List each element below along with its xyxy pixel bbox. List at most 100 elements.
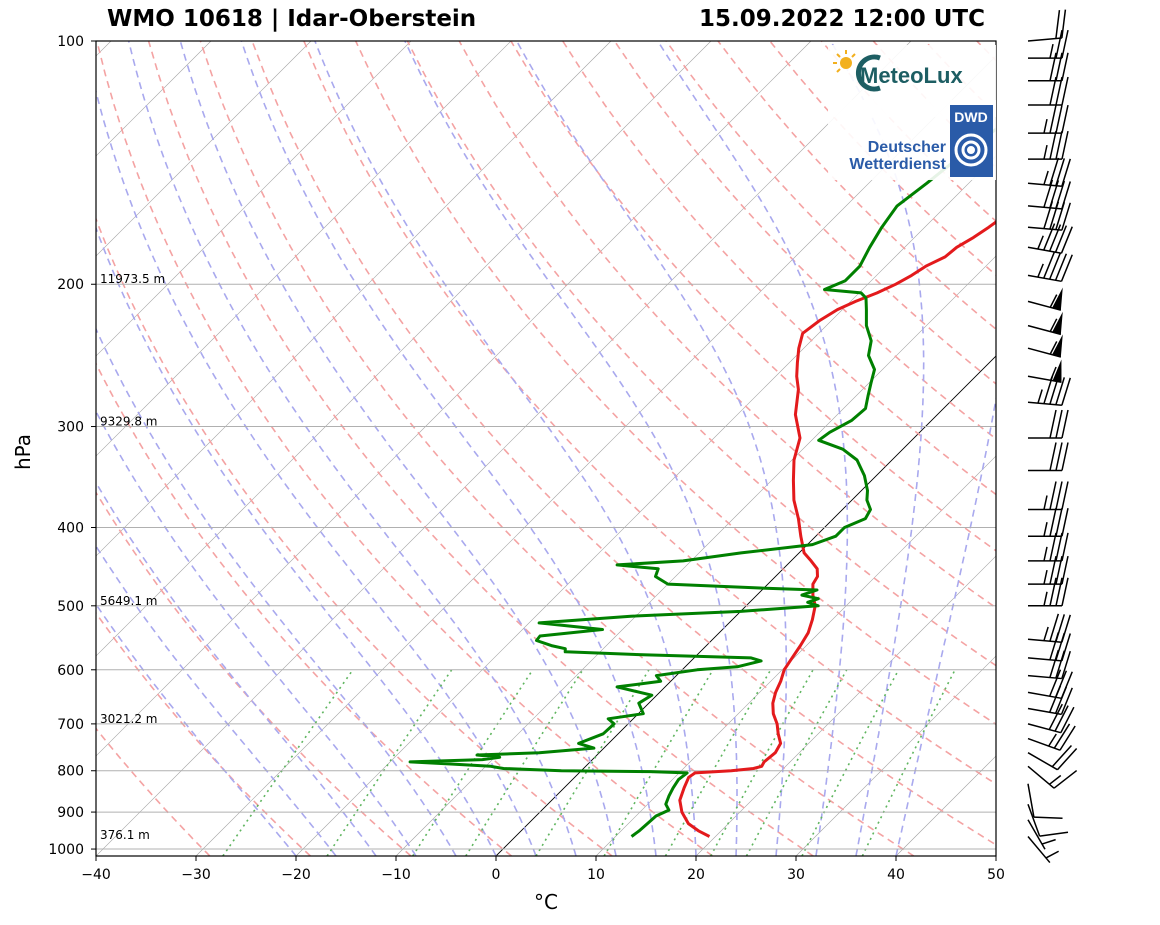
wind-barb-flag xyxy=(1055,180,1066,209)
wind-barb-flag xyxy=(1043,251,1056,279)
dry-adiabat-line xyxy=(96,216,613,856)
wind-barb xyxy=(1027,836,1060,864)
wind-barb-flag xyxy=(1054,670,1068,698)
wind-barbs xyxy=(1027,9,1078,864)
wind-barb xyxy=(1027,287,1063,311)
dry-adiabat-line xyxy=(354,41,996,726)
x-axis-label: °C xyxy=(534,890,558,914)
dry-adiabat-line xyxy=(96,41,714,856)
wind-barb-half-flag xyxy=(1043,495,1048,510)
moist-adiabat-line xyxy=(96,544,337,856)
dwd-abbr: DWD xyxy=(954,109,987,125)
wind-barb-flag xyxy=(1048,669,1062,697)
wind-barb-staff xyxy=(1027,819,1046,850)
wind-barb-half-flag xyxy=(1043,522,1048,537)
wind-barb-flag xyxy=(1055,76,1063,106)
dry-adiabat-line xyxy=(199,41,915,856)
y-tick-label: 1000 xyxy=(48,842,84,858)
wind-barb-flag xyxy=(1048,703,1063,730)
x-tick-label: 30 xyxy=(787,867,805,883)
wind-barb-flag xyxy=(1061,76,1069,106)
wind-barb-half-flag xyxy=(1043,626,1049,641)
wind-barb xyxy=(1027,311,1063,336)
x-tick-label: −30 xyxy=(181,867,211,883)
wind-barb-staff xyxy=(1027,324,1062,336)
wind-barb-flag xyxy=(1061,29,1069,59)
moist-adiabat-line xyxy=(127,41,577,856)
temperature-line xyxy=(678,220,996,838)
wind-barb xyxy=(1028,532,1069,562)
swirl-icon xyxy=(856,54,881,92)
chart-title-station: WMO 10618 | Idar-Oberstein xyxy=(107,6,477,32)
dry-adiabat-line xyxy=(458,41,996,609)
wind-barb-flag xyxy=(1049,577,1057,606)
wind-barb-flag xyxy=(1049,157,1060,186)
dry-adiabat-line xyxy=(665,41,996,385)
height-annotation: 11973.5 m xyxy=(100,272,165,286)
wind-barb-flag xyxy=(1055,577,1063,606)
wind-barb-flag xyxy=(1049,613,1060,642)
wind-barb-half-flag xyxy=(1037,263,1044,278)
isotherm-line xyxy=(96,41,712,657)
wind-barb-flag xyxy=(1055,158,1066,186)
dry-adiabat-line xyxy=(96,491,412,856)
wind-barb-flag xyxy=(1061,650,1072,679)
x-tick-label: 20 xyxy=(687,867,705,883)
isotherm-line xyxy=(595,455,996,856)
wind-barb xyxy=(1027,251,1073,283)
wind-barb-half-flag xyxy=(1043,144,1048,160)
moist-adiabat-line xyxy=(96,409,417,856)
isotherm-line xyxy=(96,41,512,457)
wind-barb-flag xyxy=(1060,706,1075,734)
y-tick-label: 700 xyxy=(57,717,84,733)
wind-barb-flag xyxy=(1061,481,1069,510)
mixing-ratio-line xyxy=(222,669,354,856)
wind-barb-half-flag xyxy=(1049,341,1058,355)
mixing-ratio-line xyxy=(709,669,814,856)
wind-barb-half-flag xyxy=(1043,569,1048,585)
wind-barb-flag xyxy=(1061,9,1067,39)
wind-barb-half-flag xyxy=(1037,235,1044,250)
wind-barb-flag xyxy=(1049,180,1060,209)
wind-barb-flag xyxy=(1061,377,1072,406)
mixing-ratio-line xyxy=(861,669,956,856)
wind-barb xyxy=(1028,442,1069,472)
wind-barb xyxy=(1027,685,1073,716)
wind-barb-flag xyxy=(1061,633,1072,662)
wind-barb-staff xyxy=(1027,783,1035,818)
moist-adiabat-line xyxy=(96,88,537,856)
wind-barb-flag xyxy=(1054,705,1069,732)
wind-barb xyxy=(1027,723,1076,751)
dwd-logo: DWD Deutscher Wetterdienst xyxy=(828,100,996,180)
wind-barb-flag xyxy=(1049,481,1057,510)
wind-barb-flag xyxy=(1053,723,1071,749)
y-tick-label: 300 xyxy=(57,420,84,436)
wind-barb-staff xyxy=(1027,803,1041,837)
wind-barb xyxy=(1027,334,1063,358)
x-tick-label: −40 xyxy=(81,867,111,883)
height-annotation: 376.1 m xyxy=(100,828,150,842)
wind-barb-half-flag xyxy=(1048,733,1057,747)
mixing-ratio-line xyxy=(326,669,453,856)
wind-barb-pennant xyxy=(1052,287,1063,311)
y-tick-label: 500 xyxy=(57,599,84,615)
wind-barb-flag xyxy=(1061,555,1069,585)
wind-barb-flag xyxy=(1055,532,1063,562)
height-annotation: 3021.2 m xyxy=(100,712,158,726)
x-tick-label: −20 xyxy=(281,867,311,883)
y-tick-label: 400 xyxy=(57,520,84,536)
y-tick-label: 100 xyxy=(57,34,84,50)
wind-barb xyxy=(1027,803,1069,837)
isotherm-line xyxy=(96,41,312,257)
x-tick-label: 50 xyxy=(987,867,1005,883)
dry-adiabat-line xyxy=(96,727,211,856)
isotherm-line xyxy=(0,41,11,856)
wind-barb-flag xyxy=(1056,747,1078,771)
wind-barb-flag xyxy=(1055,377,1066,405)
wind-barb-staff xyxy=(1027,300,1062,311)
wind-barb-flag xyxy=(1049,508,1057,537)
mixing-ratio-line xyxy=(535,669,650,856)
wind-barb-flag xyxy=(1055,409,1063,439)
wind-barb-flag xyxy=(1051,744,1073,768)
